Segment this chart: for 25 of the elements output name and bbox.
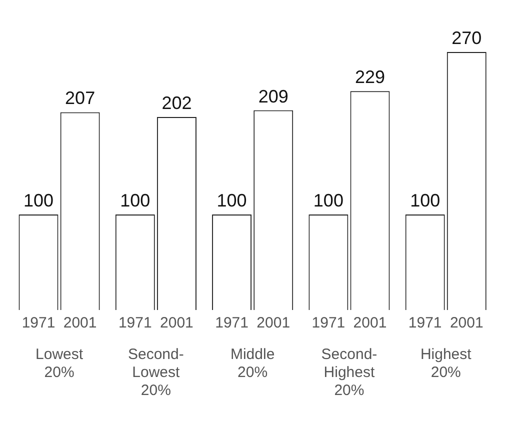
x-tick-label: Second-Lowest 20%	[128, 346, 184, 400]
data-label: 270	[452, 28, 482, 48]
data-label: 100	[313, 190, 344, 210]
text: 2001	[160, 314, 194, 332]
data-label: 229	[354, 67, 386, 88]
data-label: 202	[162, 92, 192, 113]
text: 1971	[118, 314, 152, 332]
text: 1971	[312, 314, 346, 332]
data-label: 100	[120, 190, 150, 210]
x-tick-label: Lowest 20%	[36, 346, 84, 382]
x-tick-label: Middle 20%	[230, 346, 275, 382]
text: 2001	[353, 314, 387, 332]
data-label: 100	[216, 190, 247, 210]
data-label: 100	[410, 190, 440, 210]
text: 1971	[408, 314, 442, 332]
x-tick-label: Second-Highest 20%	[321, 346, 378, 400]
series-label: 1971	[22, 314, 56, 332]
data-label: 207	[65, 88, 96, 108]
x-tick-label: Highest 20%	[420, 346, 472, 382]
data-label: 100	[23, 190, 54, 210]
text: 2001	[256, 314, 290, 332]
series-label: 2001	[63, 314, 97, 332]
text: 1971	[215, 314, 248, 332]
text: 2001	[450, 314, 484, 332]
data-label: 209	[258, 86, 288, 106]
